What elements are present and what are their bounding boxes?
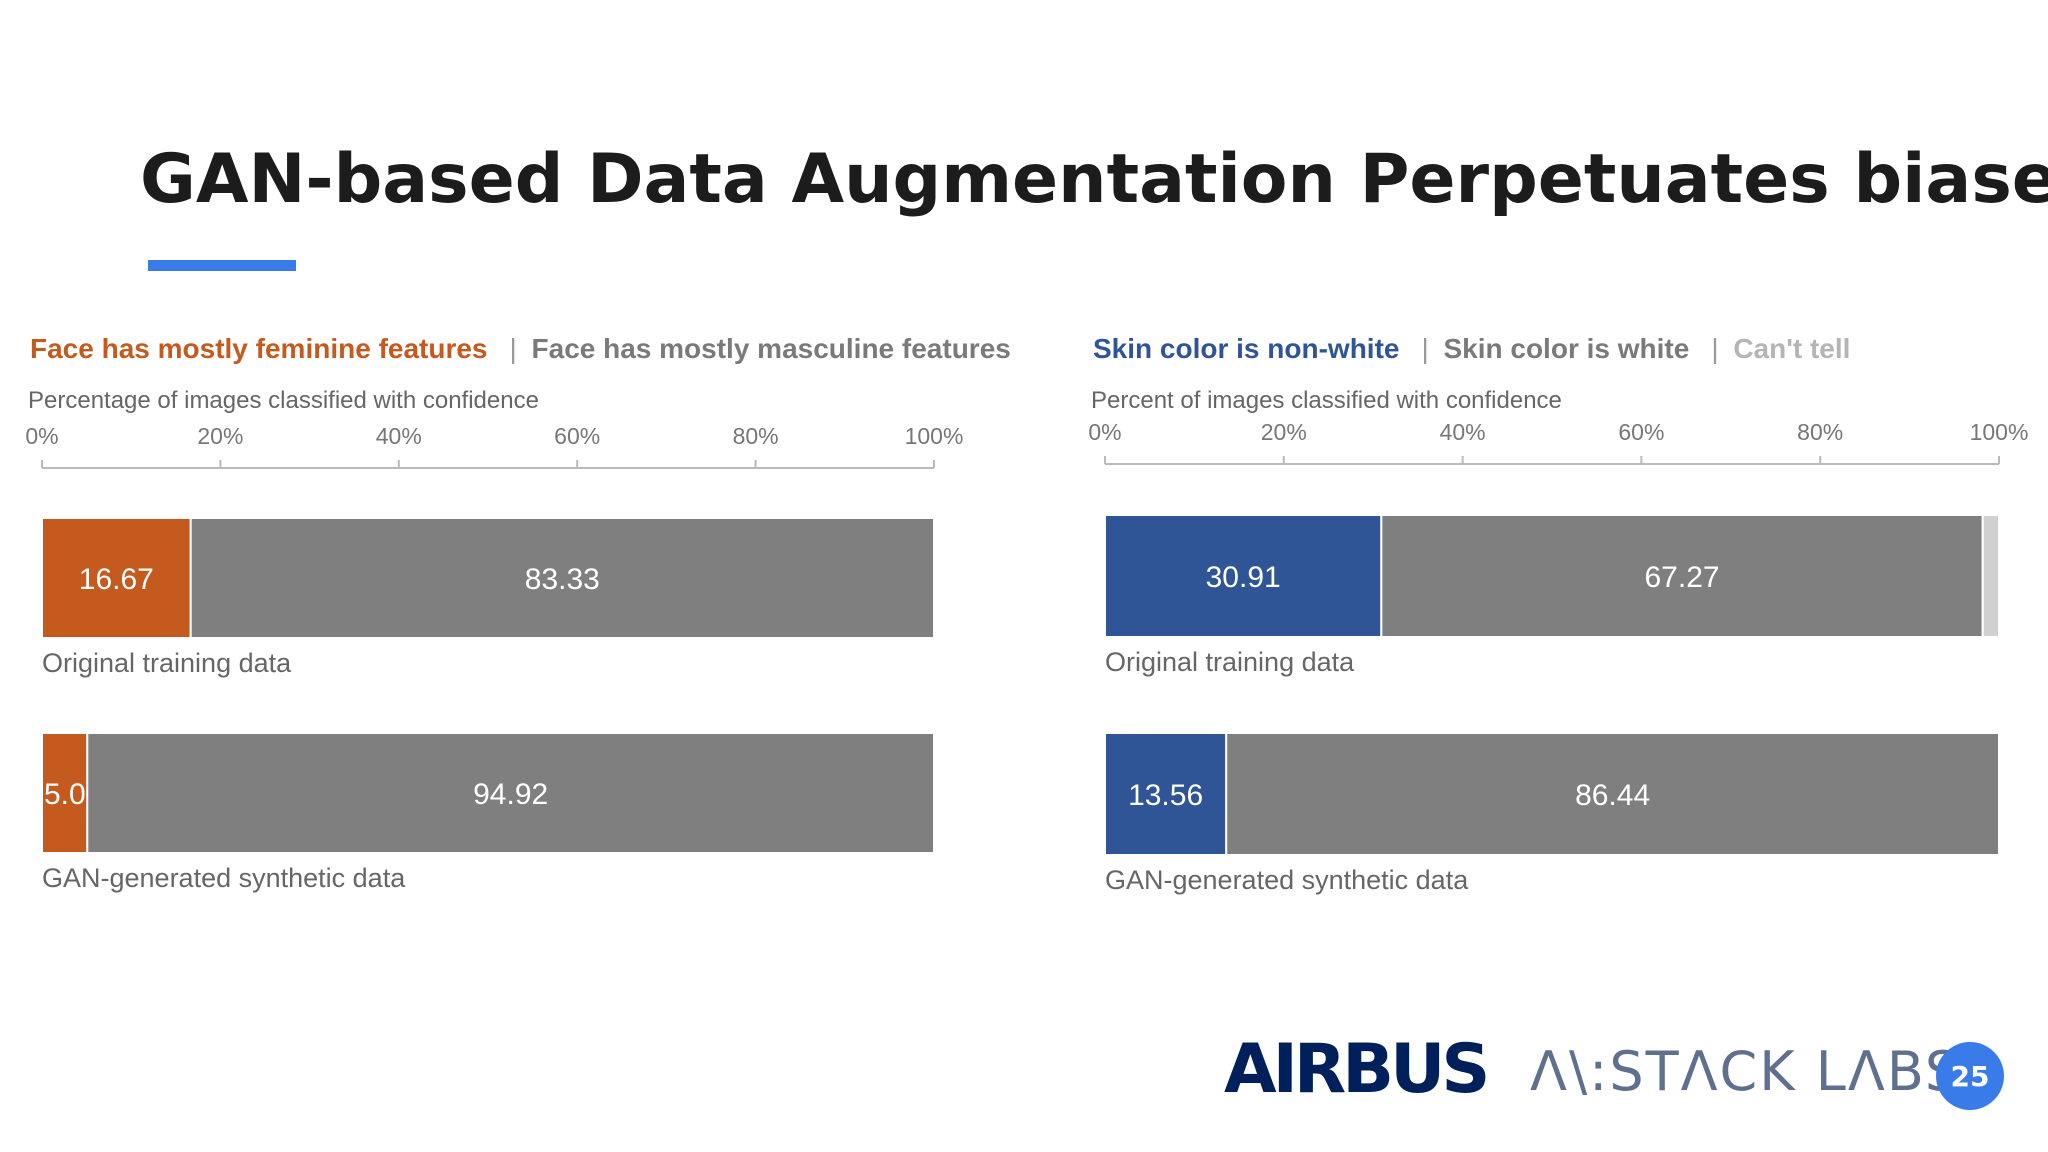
airbus-logo: AIRBUS [1224, 1030, 1490, 1109]
category-label: GAN-generated synthetic data [42, 863, 406, 893]
x-tick-label: 20% [1261, 419, 1307, 445]
category-label: Original training data [1105, 647, 1355, 677]
legend-item-3: Can't tell [1733, 333, 1850, 364]
data-label: 94.92 [473, 778, 548, 811]
x-tick-label: 80% [1797, 419, 1843, 445]
stack-labs-logo: Λ\:STΛCK LΛBS [1530, 1040, 1962, 1103]
x-tick-label: 60% [1618, 419, 1664, 445]
bar-segment [1981, 514, 2001, 638]
x-tick-label: 0% [25, 423, 58, 449]
category-label: GAN-generated synthetic data [1105, 865, 1469, 895]
bar-segment [1380, 514, 1984, 638]
bar-segment [189, 517, 935, 639]
x-tick-label: 20% [197, 423, 243, 449]
legend-item-1: Skin color is non-white [1093, 333, 1399, 364]
data-label: 13.56 [1128, 779, 1203, 812]
axis-title: Percentage of images classified with con… [28, 387, 539, 414]
x-tick-label: 100% [905, 423, 964, 449]
bar-segment [1225, 732, 2001, 856]
legend-separator: | [1711, 333, 1718, 364]
x-tick-label: 100% [1970, 419, 2029, 445]
data-label: 86.44 [1575, 779, 1650, 812]
data-label: 67.27 [1644, 561, 1719, 594]
bar-segment [41, 732, 89, 854]
x-tick-label: 40% [1440, 419, 1486, 445]
bar-segment [1104, 514, 1383, 638]
x-tick-label: 40% [376, 423, 422, 449]
x-tick-label: 80% [733, 423, 779, 449]
axis-title: Percent of images classified with confid… [1091, 387, 1562, 414]
x-tick-label: 60% [554, 423, 600, 449]
legend-item-2: Skin color is white [1443, 333, 1689, 364]
bar-segment [86, 732, 935, 854]
legend-separator: | [510, 333, 517, 364]
category-label: Original training data [42, 648, 292, 678]
data-label: 83.33 [525, 563, 600, 596]
x-tick-label: 0% [1088, 419, 1121, 445]
page-number-badge: 25 [1936, 1042, 2004, 1110]
title-underline [148, 260, 296, 271]
legend-separator: | [1421, 333, 1428, 364]
bar-segment [1104, 732, 1228, 856]
legend-item-1: Face has mostly feminine features [30, 333, 488, 364]
data-label: 30.91 [1206, 561, 1281, 594]
data-label: 16.67 [79, 563, 154, 596]
slide-title: GAN-based Data Augmentation Perpetuates … [140, 140, 2048, 219]
legend-item-2: Face has mostly masculine features [532, 333, 1011, 364]
